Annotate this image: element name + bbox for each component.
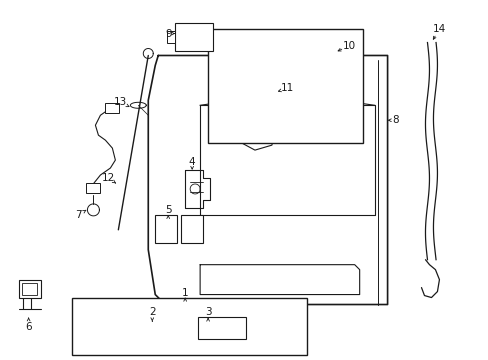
Text: 7: 7 (75, 210, 81, 220)
Bar (181, 215, 203, 243)
Bar (19, 280, 41, 298)
Bar (105, 103, 119, 113)
Text: 12: 12 (102, 173, 115, 183)
Text: 6: 6 (25, 323, 32, 332)
Text: 3: 3 (204, 307, 211, 318)
Text: 11: 11 (281, 84, 294, 93)
Bar (72, 298, 306, 355)
Bar (167, 31, 175, 42)
Text: 14: 14 (432, 24, 445, 33)
Bar (198, 318, 245, 339)
Text: 1: 1 (182, 288, 188, 298)
Text: 8: 8 (391, 115, 398, 125)
Bar (21, 283, 37, 294)
Text: 5: 5 (164, 205, 171, 215)
Bar (208, 28, 362, 143)
Text: 4: 4 (188, 157, 195, 167)
Bar (155, 215, 177, 243)
Bar (86, 183, 100, 193)
Bar (175, 23, 213, 50)
Text: 13: 13 (114, 97, 127, 107)
Text: 2: 2 (149, 307, 155, 318)
Text: 9: 9 (164, 28, 171, 39)
Text: 10: 10 (343, 41, 356, 50)
